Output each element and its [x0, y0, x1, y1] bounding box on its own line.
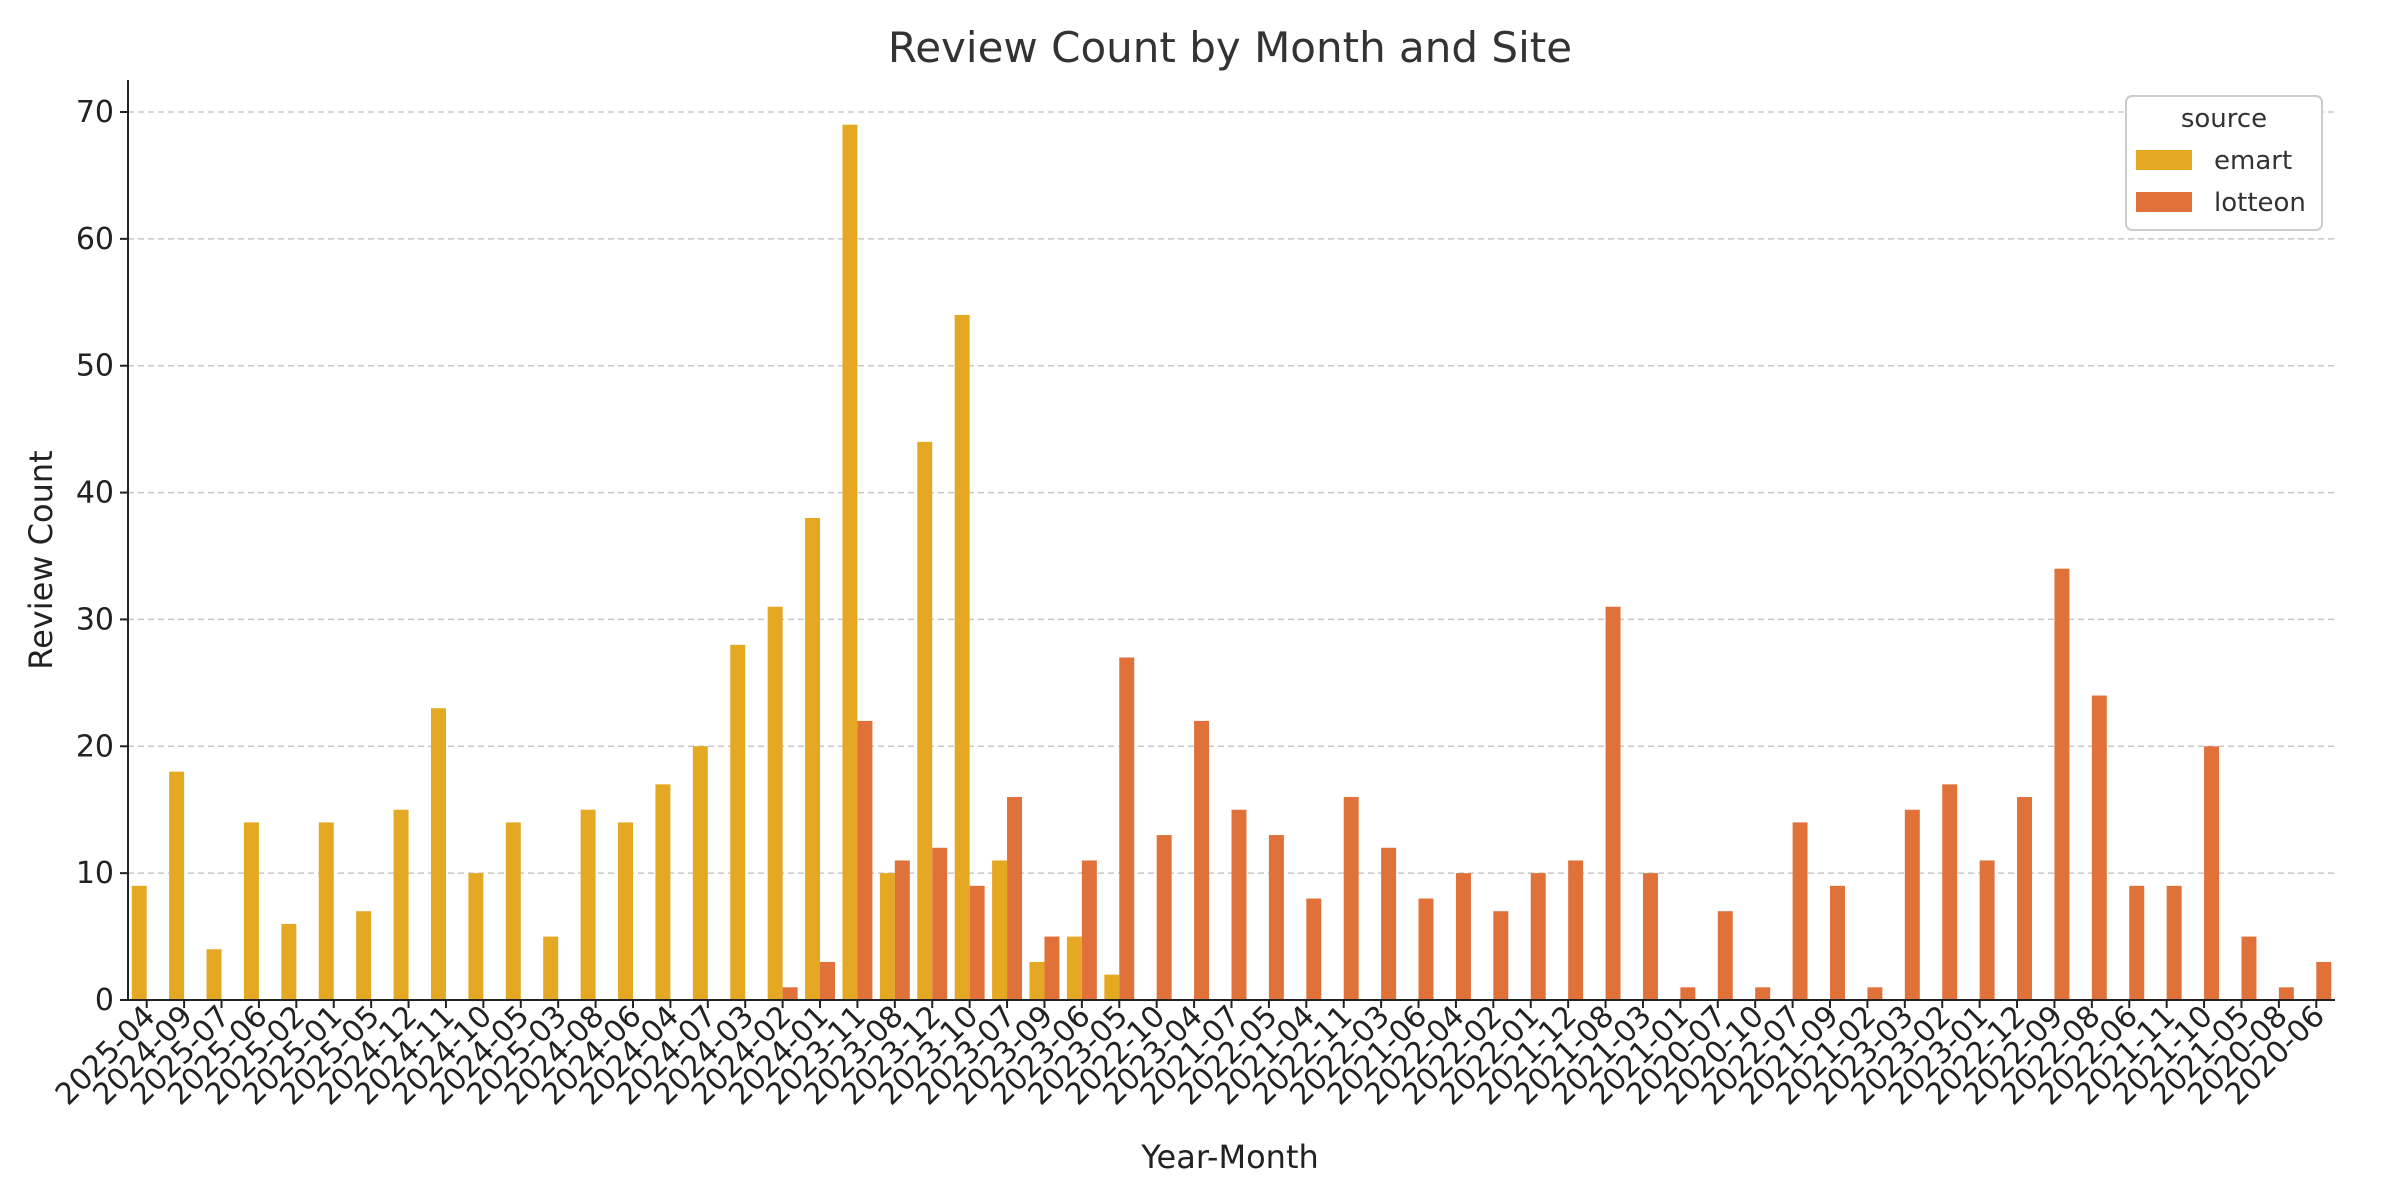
bar-lotteon	[1119, 657, 1135, 1000]
bar-lotteon	[2278, 987, 2294, 1000]
bar-lotteon	[1642, 873, 1658, 1000]
bar-lotteon	[1455, 873, 1471, 1000]
bar-lotteon	[1830, 885, 1845, 1000]
y-tick-label: 10	[76, 856, 114, 891]
bar-lotteon	[969, 885, 985, 1000]
y-ticks: 0 10 20 30 40 50 60 70	[76, 95, 128, 1018]
legend-label-lotteon: lotteon	[2214, 188, 2306, 218]
bar-emart	[992, 860, 1008, 1000]
bar-lotteon	[2241, 936, 2257, 1000]
bar-emart	[618, 822, 633, 1000]
bar-lotteon	[857, 720, 873, 1000]
bar-lotteon	[2054, 568, 2070, 1000]
bar-lotteon	[2166, 885, 2182, 1000]
bar-lotteon	[2091, 695, 2107, 1000]
bar-lotteon	[1081, 860, 1097, 1000]
bar-emart	[543, 936, 559, 1000]
bar-lotteon	[1867, 987, 1883, 1000]
bar-lotteon	[1493, 911, 1509, 1000]
bar-lotteon	[1904, 809, 1920, 1000]
y-tick-label: 40	[76, 476, 114, 511]
bar-emart	[169, 771, 185, 1000]
bar-emart	[805, 517, 821, 1000]
legend-swatch-lotteon	[2136, 192, 2192, 212]
gridlines	[128, 111, 2335, 874]
bar-lotteon	[1007, 797, 1023, 1000]
bar-lotteon	[2316, 961, 2332, 1000]
bar-lotteon	[1568, 860, 1584, 1000]
bar-lotteon	[1194, 720, 1210, 1000]
bar-lotteon	[1156, 835, 1172, 1000]
y-axis-label: Review Count	[22, 450, 60, 669]
bar-lotteon	[932, 847, 948, 1000]
bar-lotteon	[1942, 784, 1958, 1000]
y-tick-label: 20	[76, 729, 114, 764]
bar-emart	[356, 911, 372, 1000]
bar-emart	[1066, 936, 1082, 1000]
y-tick-label: 60	[76, 222, 114, 257]
bar-lotteon	[2204, 746, 2220, 1000]
bar-lotteon	[894, 860, 910, 1000]
bar-lotteon	[1231, 809, 1247, 1000]
bar-emart	[842, 124, 858, 1000]
bar-lotteon	[2017, 797, 2033, 1000]
bar-emart	[767, 606, 783, 1000]
bar-lotteon	[1418, 898, 1434, 1000]
legend: source emart lotteon	[2125, 95, 2323, 231]
legend-label-emart: emart	[2214, 146, 2292, 176]
bar-lotteon	[1605, 606, 1621, 1000]
bar-lotteon	[1268, 835, 1284, 1000]
bars	[131, 124, 2332, 1000]
bar-emart	[468, 873, 484, 1000]
y-tick-label: 0	[95, 983, 114, 1018]
bar-lotteon	[1680, 987, 1696, 1000]
bar-emart	[879, 873, 895, 1000]
bar-lotteon	[1306, 898, 1322, 1000]
bar-emart	[131, 885, 147, 1000]
bar-lotteon	[782, 987, 798, 1000]
y-tick-label: 70	[76, 95, 114, 130]
bar-emart	[318, 822, 334, 1000]
bar-emart	[206, 949, 222, 1000]
bar-emart	[243, 822, 259, 1000]
bar-emart	[954, 314, 970, 1000]
bar-emart	[1104, 974, 1120, 1000]
bar-emart	[393, 809, 409, 1000]
bar-emart	[1029, 961, 1045, 1000]
bar-emart	[692, 746, 708, 1000]
bar-emart	[430, 708, 446, 1000]
bar-emart	[730, 644, 746, 1000]
legend-swatch-emart	[2136, 150, 2192, 170]
y-tick-label: 50	[76, 349, 114, 384]
bar-lotteon	[2129, 885, 2145, 1000]
bar-lotteon	[1381, 847, 1397, 1000]
bar-lotteon	[1979, 860, 1995, 1000]
bar-lotteon	[1792, 822, 1808, 1000]
bar-lotteon	[820, 961, 835, 1000]
bar-lotteon	[1343, 797, 1359, 1000]
bar-lotteon	[1717, 911, 1733, 1000]
x-axis-label: Year-Month	[1140, 1138, 1319, 1176]
bar-lotteon	[1755, 987, 1771, 1000]
x-ticks: 2025-042024-092025-072025-062025-022025-…	[49, 999, 2332, 1112]
legend-title: source	[2181, 104, 2267, 134]
y-tick-label: 30	[76, 602, 114, 637]
bar-emart	[580, 809, 596, 1000]
bar-emart	[917, 441, 933, 1000]
bar-lotteon	[1530, 873, 1546, 1000]
bar-lotteon	[1044, 936, 1060, 1000]
bar-emart	[505, 822, 521, 1000]
bar-emart	[281, 923, 297, 1000]
bar-emart	[655, 784, 671, 1000]
chart-title: Review Count by Month and Site	[888, 23, 1572, 72]
